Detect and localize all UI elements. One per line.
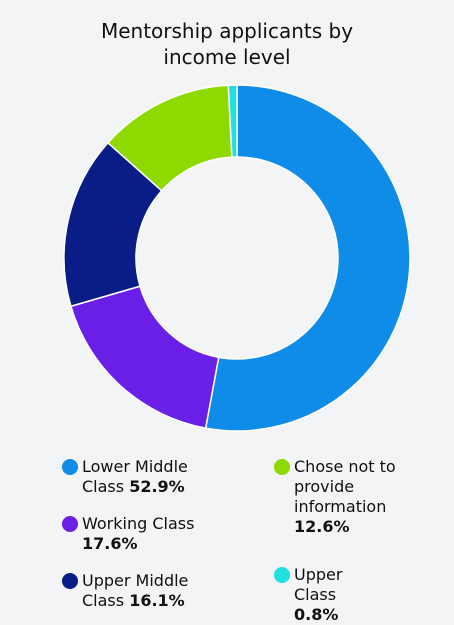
legend-label: Upper Class	[294, 565, 343, 604]
slice	[204, 84, 411, 432]
chart-title-box: Mentorship applicants by income level	[0, 18, 454, 70]
legend-swatch	[274, 459, 290, 475]
legend-value: 17.6%	[82, 534, 138, 553]
legend-item: Upper Middle Class 16.1%	[62, 571, 222, 611]
legend-label: Upper Middle Class	[82, 571, 189, 610]
chart-title: Mentorship applicants by income level	[100, 19, 354, 69]
legend-swatch	[62, 573, 78, 589]
legend-value: 0.8%	[294, 605, 339, 624]
legend-value: 12.6%	[294, 517, 350, 536]
legend-swatch	[62, 516, 78, 532]
legend-swatch	[274, 567, 290, 583]
legend-label: Working Class	[82, 514, 195, 533]
legend-value: 16.1%	[129, 591, 185, 610]
legend-label: Lower Middle Class	[82, 457, 188, 496]
legend-item: Upper Class 0.8%	[274, 565, 374, 625]
legend-label: Chose not to provide information	[294, 457, 396, 516]
legend-value: 52.9%	[129, 477, 185, 496]
legend-item: Lower Middle Class 52.9%	[62, 457, 222, 497]
slice	[69, 285, 220, 430]
slice	[227, 84, 238, 158]
legend-swatch	[62, 459, 78, 475]
legend-item: Working Class 17.6%	[62, 514, 222, 554]
legend-item: Chose not to provide information 12.6%	[274, 457, 412, 537]
